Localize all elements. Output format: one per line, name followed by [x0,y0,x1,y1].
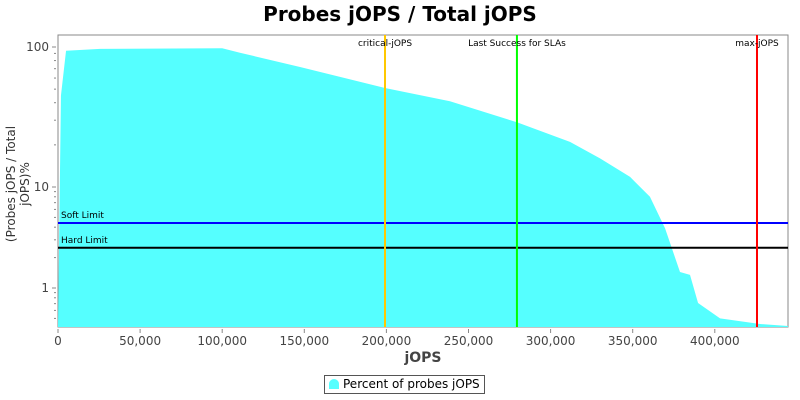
x-tick-label: 250,000 [444,334,494,348]
y-tick-label: 10 [34,180,49,194]
x-tick-label: 200,000 [362,334,412,348]
x-tick-label: 300,000 [526,334,576,348]
legend: Percent of probes jOPS [324,375,485,394]
series-area [58,48,789,328]
x-tick-label: 150,000 [279,334,329,348]
y-tick-label: 100 [26,40,49,54]
x-tick-label: 350,000 [608,334,658,348]
x-tick-label: 0 [54,334,62,348]
h-marker-label: Hard Limit [61,236,108,246]
x-tick-label: 400,000 [690,334,740,348]
y-tick-label: 1 [41,281,49,295]
legend-label: Percent of probes jOPS [343,377,480,391]
x-tick-label: 100,000 [197,334,247,348]
chart-title: Probes jOPS / Total jOPS [263,2,537,26]
h-marker-label: Soft Limit [61,211,104,221]
v-marker-label: Last Success for SLAs [468,39,566,49]
v-marker-label: max-jOPS [735,39,779,49]
legend-marker-icon [329,379,339,389]
x-tick-label: 50,000 [119,334,161,348]
v-marker-label: critical-jOPS [358,39,412,49]
x-axis-label: jOPS [404,350,442,366]
